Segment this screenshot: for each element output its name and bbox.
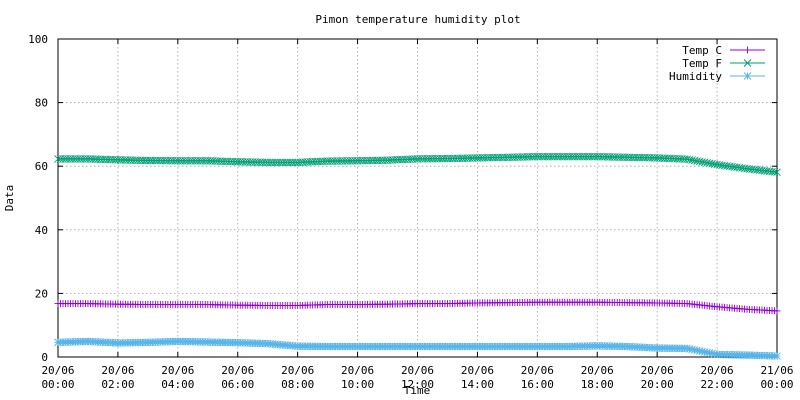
x-tick-date: 20/06 <box>701 364 734 377</box>
x-tick-date: 20/06 <box>581 364 614 377</box>
x-tick-date: 20/06 <box>221 364 254 377</box>
x-tick-time: 00:00 <box>760 378 793 391</box>
x-tick-time: 16:00 <box>521 378 554 391</box>
x-tick-time: 08:00 <box>281 378 314 391</box>
x-tick-time: 10:00 <box>341 378 374 391</box>
legend-label: Temp C <box>682 44 722 57</box>
legend-label: Humidity <box>669 70 722 83</box>
y-tick-label: 80 <box>35 97 48 110</box>
x-tick-date: 20/06 <box>641 364 674 377</box>
x-tick-time: 00:00 <box>41 378 74 391</box>
x-tick-time: 12:00 <box>401 378 434 391</box>
x-tick-time: 06:00 <box>221 378 254 391</box>
y-tick-label: 100 <box>28 33 48 46</box>
x-axis-label: Time <box>404 384 431 397</box>
data-point <box>773 168 781 177</box>
chart-title: Pimon temperature humidity plot <box>315 13 520 26</box>
x-tick-time: 14:00 <box>461 378 494 391</box>
y-axis-label: Data <box>3 185 16 212</box>
x-tick-date: 20/06 <box>341 364 374 377</box>
series-temp-c <box>54 298 781 315</box>
x-tick-date: 20/06 <box>281 364 314 377</box>
x-tick-date: 20/06 <box>401 364 434 377</box>
x-tick-time: 04:00 <box>161 378 194 391</box>
series-temp-f <box>54 152 781 177</box>
x-tick-date: 21/06 <box>760 364 793 377</box>
y-tick-label: 60 <box>35 160 48 173</box>
x-tick-time: 22:00 <box>701 378 734 391</box>
data-point <box>770 168 779 176</box>
x-tick-time: 02:00 <box>101 378 134 391</box>
series-humidity <box>54 337 781 360</box>
legend-marker <box>743 59 752 67</box>
y-tick-label: 20 <box>35 287 48 300</box>
legend-label: Temp F <box>682 57 722 70</box>
data-point <box>773 352 781 360</box>
data-point <box>773 307 781 315</box>
x-tick-date: 20/06 <box>101 364 134 377</box>
x-tick-date: 20/06 <box>161 364 194 377</box>
x-tick-date: 20/06 <box>461 364 494 377</box>
legend-marker <box>744 46 751 54</box>
axes: 02040608010020/0600:0020/0602:0020/0604:… <box>28 33 793 391</box>
plot-border <box>57 38 778 358</box>
x-tick-time: 20:00 <box>641 378 674 391</box>
x-tick-date: 20/06 <box>41 364 74 377</box>
x-tick-time: 18:00 <box>581 378 614 391</box>
legend-marker <box>743 72 752 80</box>
grid-lines <box>58 39 777 357</box>
y-tick-label: 0 <box>41 351 48 364</box>
series-layer <box>54 152 781 360</box>
x-tick-date: 20/06 <box>521 364 554 377</box>
y-tick-label: 40 <box>35 224 48 237</box>
